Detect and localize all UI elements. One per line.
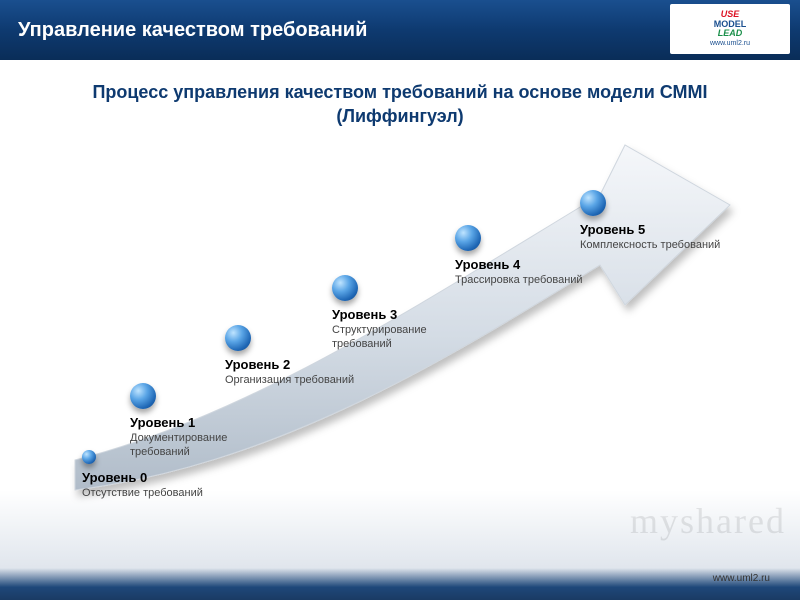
page-title: Управление качеством требований <box>18 19 367 42</box>
level-sphere-icon <box>130 383 156 409</box>
level-desc: Комплексность требований <box>580 239 730 253</box>
level-title: Уровень 0 <box>82 470 232 485</box>
level-desc: Организация требований <box>225 374 375 388</box>
level-sphere-icon <box>225 325 251 351</box>
level-desc: Структурирование требований <box>332 324 482 352</box>
level-sphere-icon <box>332 275 358 301</box>
level-desc: Трассировка требований <box>455 274 605 288</box>
level-title: Уровень 2 <box>225 357 375 372</box>
header-bar: Управление качеством требований USE MODE… <box>0 0 800 60</box>
level-title: Уровень 4 <box>455 257 605 272</box>
logo-line-3: LEAD <box>718 29 743 38</box>
slide-subtitle: Процесс управления качеством требований … <box>0 80 800 129</box>
level-title: Уровень 5 <box>580 222 730 237</box>
footer-url: www.uml2.ru <box>713 573 770 584</box>
level-1: Уровень 1 Документирование требований <box>130 383 280 460</box>
brand-logo: USE MODEL LEAD www.uml2.ru <box>670 4 790 54</box>
logo-url: www.uml2.ru <box>710 40 750 47</box>
level-desc: Отсутствие требований <box>82 487 232 501</box>
level-sphere-icon <box>82 450 96 464</box>
level-desc: Документирование требований <box>130 432 280 460</box>
level-5: Уровень 5 Комплексность требований <box>580 190 730 253</box>
level-title: Уровень 1 <box>130 415 280 430</box>
level-sphere-icon <box>580 190 606 216</box>
level-sphere-icon <box>455 225 481 251</box>
footer-bar <box>0 568 800 600</box>
level-title: Уровень 3 <box>332 307 482 322</box>
cmmi-arrow-diagram: Уровень 0 Отсутствие требований Уровень 1 Д… <box>70 135 750 515</box>
